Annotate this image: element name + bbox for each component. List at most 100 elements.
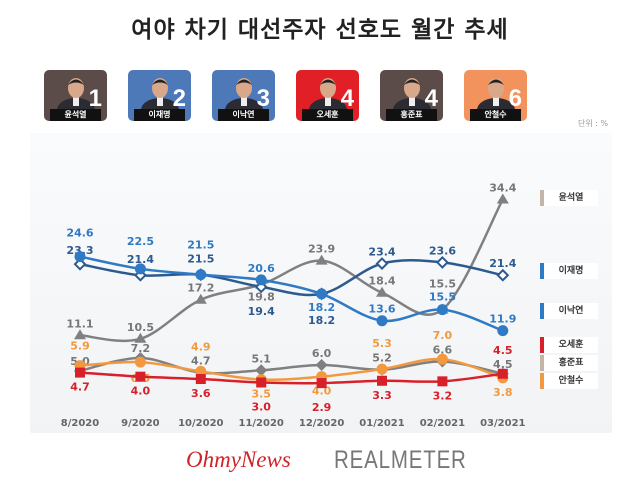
candidate-name: 이재명 (134, 109, 185, 121)
data-point (195, 269, 207, 281)
data-point (436, 353, 448, 365)
legend-item: 윤석열 (540, 190, 598, 206)
data-label: 23.4 (368, 246, 395, 259)
data-label: 4.7 (191, 355, 211, 368)
series-line (79, 259, 504, 297)
data-point (74, 251, 86, 263)
data-point (316, 378, 327, 389)
data-point (436, 304, 448, 316)
candidate-rank: 4 (340, 85, 354, 112)
page-title: 여야 차기 대선주자 선호도 월간 추세 (131, 17, 509, 43)
data-point (74, 329, 86, 340)
data-point (376, 286, 388, 297)
data-point (255, 274, 267, 286)
candidate-card: 4 홍준표 (380, 70, 443, 121)
data-label: 15.5 (429, 278, 456, 291)
data-label: 21.5 (187, 239, 214, 252)
candidate-photo (309, 78, 347, 110)
x-tick-label: 12/2020 (299, 418, 344, 429)
unit-label: 단위 : % (578, 119, 609, 128)
data-label: 19.8 (248, 291, 275, 304)
data-point (435, 255, 449, 269)
candidate-photo (141, 78, 179, 110)
data-point (496, 268, 510, 282)
candidate-name: 안철수 (470, 109, 521, 121)
data-label: 34.4 (489, 181, 516, 194)
data-label: 7.2 (131, 342, 151, 355)
candidate-photo (393, 78, 431, 110)
candidate-photo (477, 78, 515, 110)
data-label: 11.9 (489, 313, 516, 326)
candidate-card: 6 안철수 (464, 70, 527, 121)
data-point (375, 257, 389, 270)
data-point (316, 288, 328, 300)
legend-item: 이재명 (540, 263, 598, 279)
data-label: 18.2 (308, 314, 335, 327)
data-point (497, 368, 508, 379)
candidate-card: 4 오세훈 (296, 70, 359, 121)
data-label: 3.3 (372, 389, 392, 402)
data-label: 5.3 (372, 337, 392, 350)
data-point (134, 263, 146, 275)
data-label: 5.1 (251, 352, 271, 365)
data-label: 3.5 (251, 388, 271, 401)
data-label: 17.2 (187, 282, 214, 295)
candidate-photo (57, 78, 95, 110)
data-label: 15.5 (429, 291, 456, 304)
data-label: 23.3 (66, 244, 93, 257)
data-point (377, 375, 387, 386)
candidate-card: 3 이낙연 (212, 70, 275, 121)
data-point (376, 363, 388, 375)
data-point (195, 374, 206, 385)
data-point (497, 325, 509, 337)
data-label: 2.9 (312, 401, 332, 414)
data-point (256, 377, 267, 388)
data-label: 24.6 (66, 227, 93, 240)
data-label: 23.6 (429, 244, 456, 257)
data-label: 6.0 (312, 347, 332, 360)
data-label: 11.1 (66, 317, 93, 330)
data-label: 5.9 (70, 340, 90, 353)
data-point (134, 332, 147, 343)
data-point (376, 315, 388, 327)
data-label: 13.6 (368, 303, 395, 316)
data-point (75, 367, 85, 378)
data-label: 18.2 (308, 301, 335, 314)
data-label: 4.9 (191, 340, 211, 353)
x-tick-label: 10/2020 (178, 418, 223, 429)
data-point (255, 364, 268, 377)
data-label: 4.0 (131, 385, 151, 398)
candidate-name: 윤석열 (50, 109, 101, 121)
legend-item: 이낙연 (540, 303, 598, 319)
candidate-rank: 3 (256, 85, 270, 112)
data-label: 21.5 (187, 253, 214, 266)
data-label: 19.4 (248, 305, 275, 318)
data-point (315, 254, 328, 265)
data-label: 6.6 (433, 344, 453, 357)
data-point (194, 293, 207, 304)
candidate-rank: 2 (172, 85, 186, 112)
candidate-rank: 4 (424, 85, 438, 112)
x-tick-label: 01/2021 (359, 418, 404, 429)
data-label: 5.2 (372, 352, 392, 365)
data-label: 3.0 (251, 401, 271, 414)
data-point (135, 371, 146, 382)
ohmynews-logo: OhmyNews (186, 447, 291, 472)
x-tick-label: 11/2020 (238, 418, 283, 429)
data-point (134, 356, 146, 368)
data-label: 3.2 (433, 389, 453, 402)
data-label: 3.8 (493, 386, 513, 399)
data-label: 10.5 (127, 321, 154, 334)
legend-item: 안철수 (540, 373, 598, 389)
data-point (496, 193, 509, 204)
data-label: 7.0 (433, 329, 453, 342)
candidate-card: 1 윤석열 (44, 70, 107, 121)
candidate-name: 오세훈 (302, 109, 353, 121)
x-tick-label: 02/2021 (420, 418, 465, 429)
data-label: 21.4 (127, 253, 154, 266)
candidate-photo (225, 78, 263, 110)
legend-item: 오세훈 (540, 337, 598, 353)
data-label: 4.5 (493, 344, 513, 357)
data-label: 18.4 (368, 275, 395, 288)
